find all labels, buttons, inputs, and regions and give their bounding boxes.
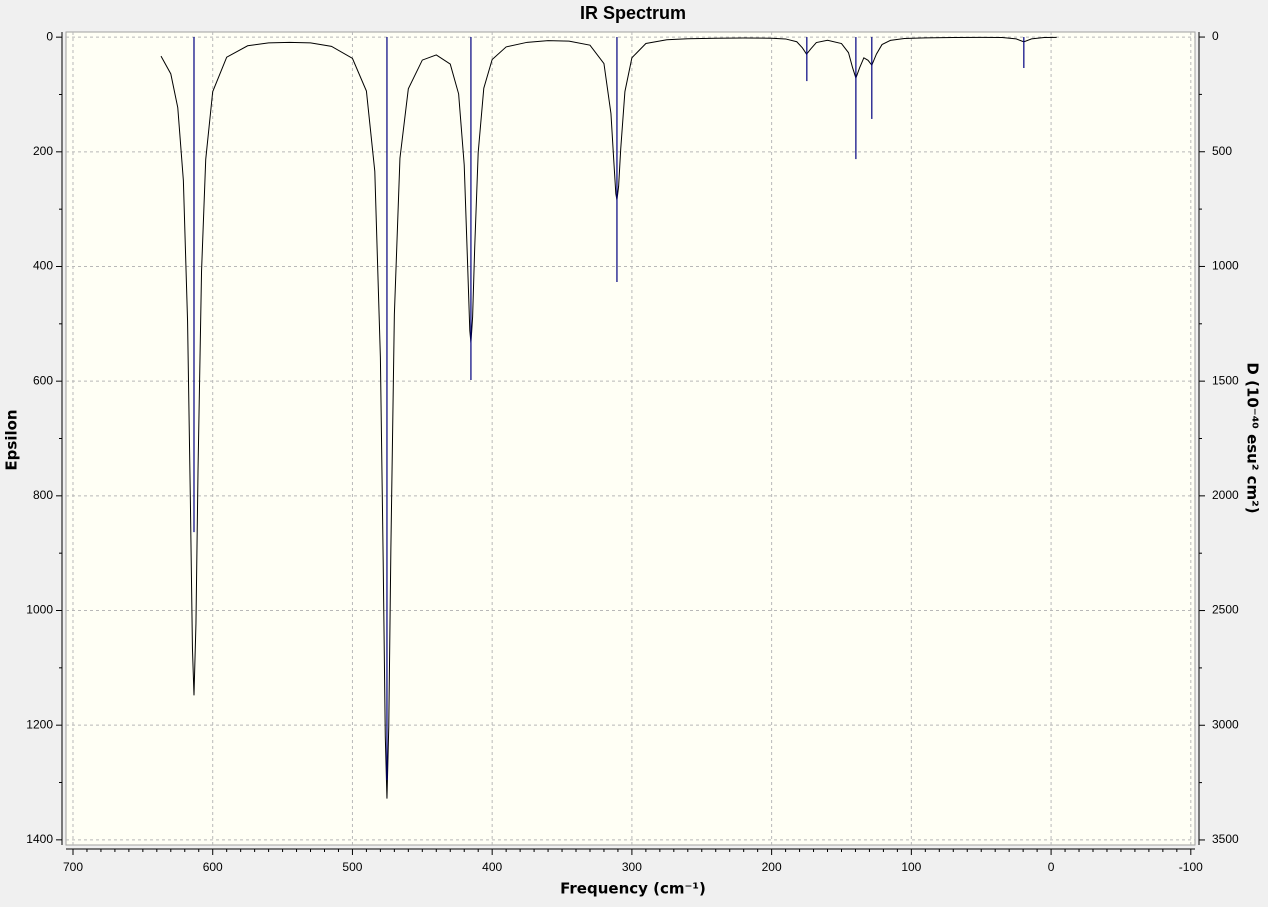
plot-area: [65, 31, 1196, 846]
x-tick-label: 700: [63, 860, 83, 874]
x-tick-label: 500: [342, 860, 362, 874]
spectrum-line: [160, 36, 1057, 799]
y2-tick-label: 0: [1212, 29, 1219, 43]
x-tick-label: 600: [203, 860, 223, 874]
x-axis-title: Frequency (cm⁻¹): [560, 880, 706, 898]
y2-tick-label: 500: [1212, 144, 1232, 158]
y-tick-label: 1400: [26, 832, 53, 846]
marks: [160, 36, 1057, 799]
y-tick-label: 200: [33, 144, 53, 158]
x-tick-label: 0: [1048, 860, 1055, 874]
y2-tick-label: 1500: [1212, 373, 1239, 387]
x-tick-label: 400: [482, 860, 502, 874]
y2-tick-label: 1000: [1212, 259, 1239, 273]
axes: 700 600 500 400 300 200 100 0 -10002004006008001…: [26, 29, 1239, 874]
grid: [66, 32, 1195, 845]
y2-tick-label: 2000: [1212, 488, 1239, 502]
y2-tick-label: 2500: [1212, 603, 1239, 617]
y-tick-label: 400: [33, 259, 53, 273]
y2-tick-label: 3500: [1212, 832, 1239, 846]
x-tick-label: 300: [622, 860, 642, 874]
y-tick-label: 800: [33, 488, 53, 502]
y-tick-label: 1000: [26, 603, 53, 617]
y2-axis-title: D (10⁻⁴⁰ esu² cm²): [1244, 362, 1262, 513]
chart-title: IR Spectrum: [580, 3, 686, 23]
y-axis-title: Epsilon: [3, 409, 21, 470]
y2-tick-label: 3000: [1212, 717, 1239, 731]
y-tick-label: 0: [46, 29, 53, 43]
x-tick-label: 200: [762, 860, 782, 874]
y-tick-label: 600: [33, 373, 53, 387]
x-tick-label: -100: [1179, 860, 1203, 874]
x-tick-label: 100: [901, 860, 921, 874]
y-tick-label: 1200: [26, 717, 53, 731]
